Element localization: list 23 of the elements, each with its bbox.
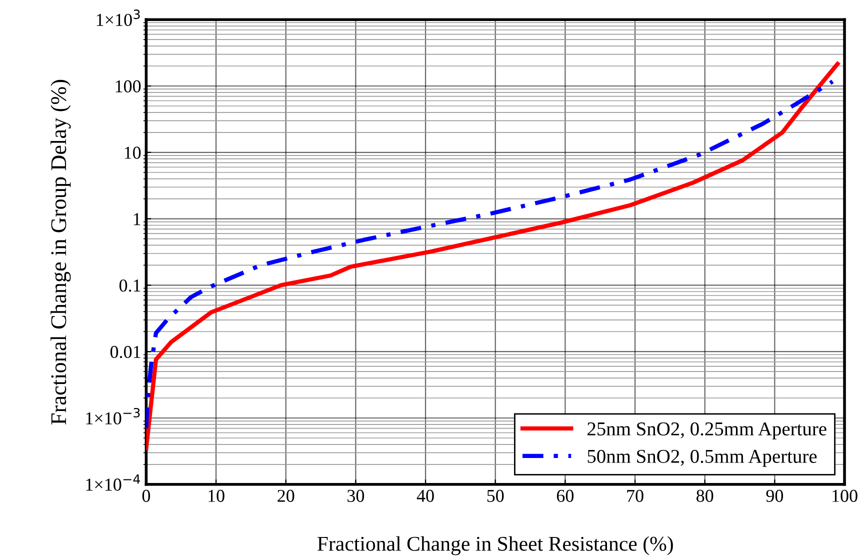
y-tick-label: 0.1 bbox=[119, 279, 140, 292]
legend-label: 25nm SnO2, 0.25mm Aperture bbox=[588, 422, 826, 440]
y-axis-title: Fractional Change in Group Delay (%) bbox=[50, 80, 71, 424]
x-axis-title: Fractional Change in Sheet Resistance (%) bbox=[317, 536, 673, 556]
y-tick-label: 1 bbox=[134, 213, 140, 226]
x-tick-label: 70 bbox=[627, 490, 644, 502]
x-tick-label: 100 bbox=[832, 490, 858, 502]
y-tick-label: 1×10$^{3}$ bbox=[96, 10, 140, 26]
x-tick-label: 60 bbox=[556, 490, 574, 502]
legend-label: 50nm SnO2, 0.5mm Aperture bbox=[588, 450, 817, 467]
x-tick-label: 30 bbox=[348, 490, 364, 502]
x-tick-label: 40 bbox=[416, 490, 434, 502]
y-tick-label: 1×10$^{−4}$ bbox=[86, 474, 140, 491]
y-tick-label: 0.01 bbox=[110, 346, 140, 358]
y-tick-label: 1×10$^{−3}$ bbox=[86, 408, 140, 424]
x-tick-label: 20 bbox=[278, 490, 294, 502]
x-tick-label: 90 bbox=[766, 490, 784, 502]
x-tick-label: 80 bbox=[696, 490, 714, 502]
y-tick-label: 100 bbox=[116, 80, 141, 92]
x-tick-label: 10 bbox=[208, 490, 224, 502]
x-tick-label: 50 bbox=[487, 490, 504, 502]
x-tick-label: 0 bbox=[142, 490, 150, 502]
y-tick-label: 10 bbox=[124, 146, 141, 159]
